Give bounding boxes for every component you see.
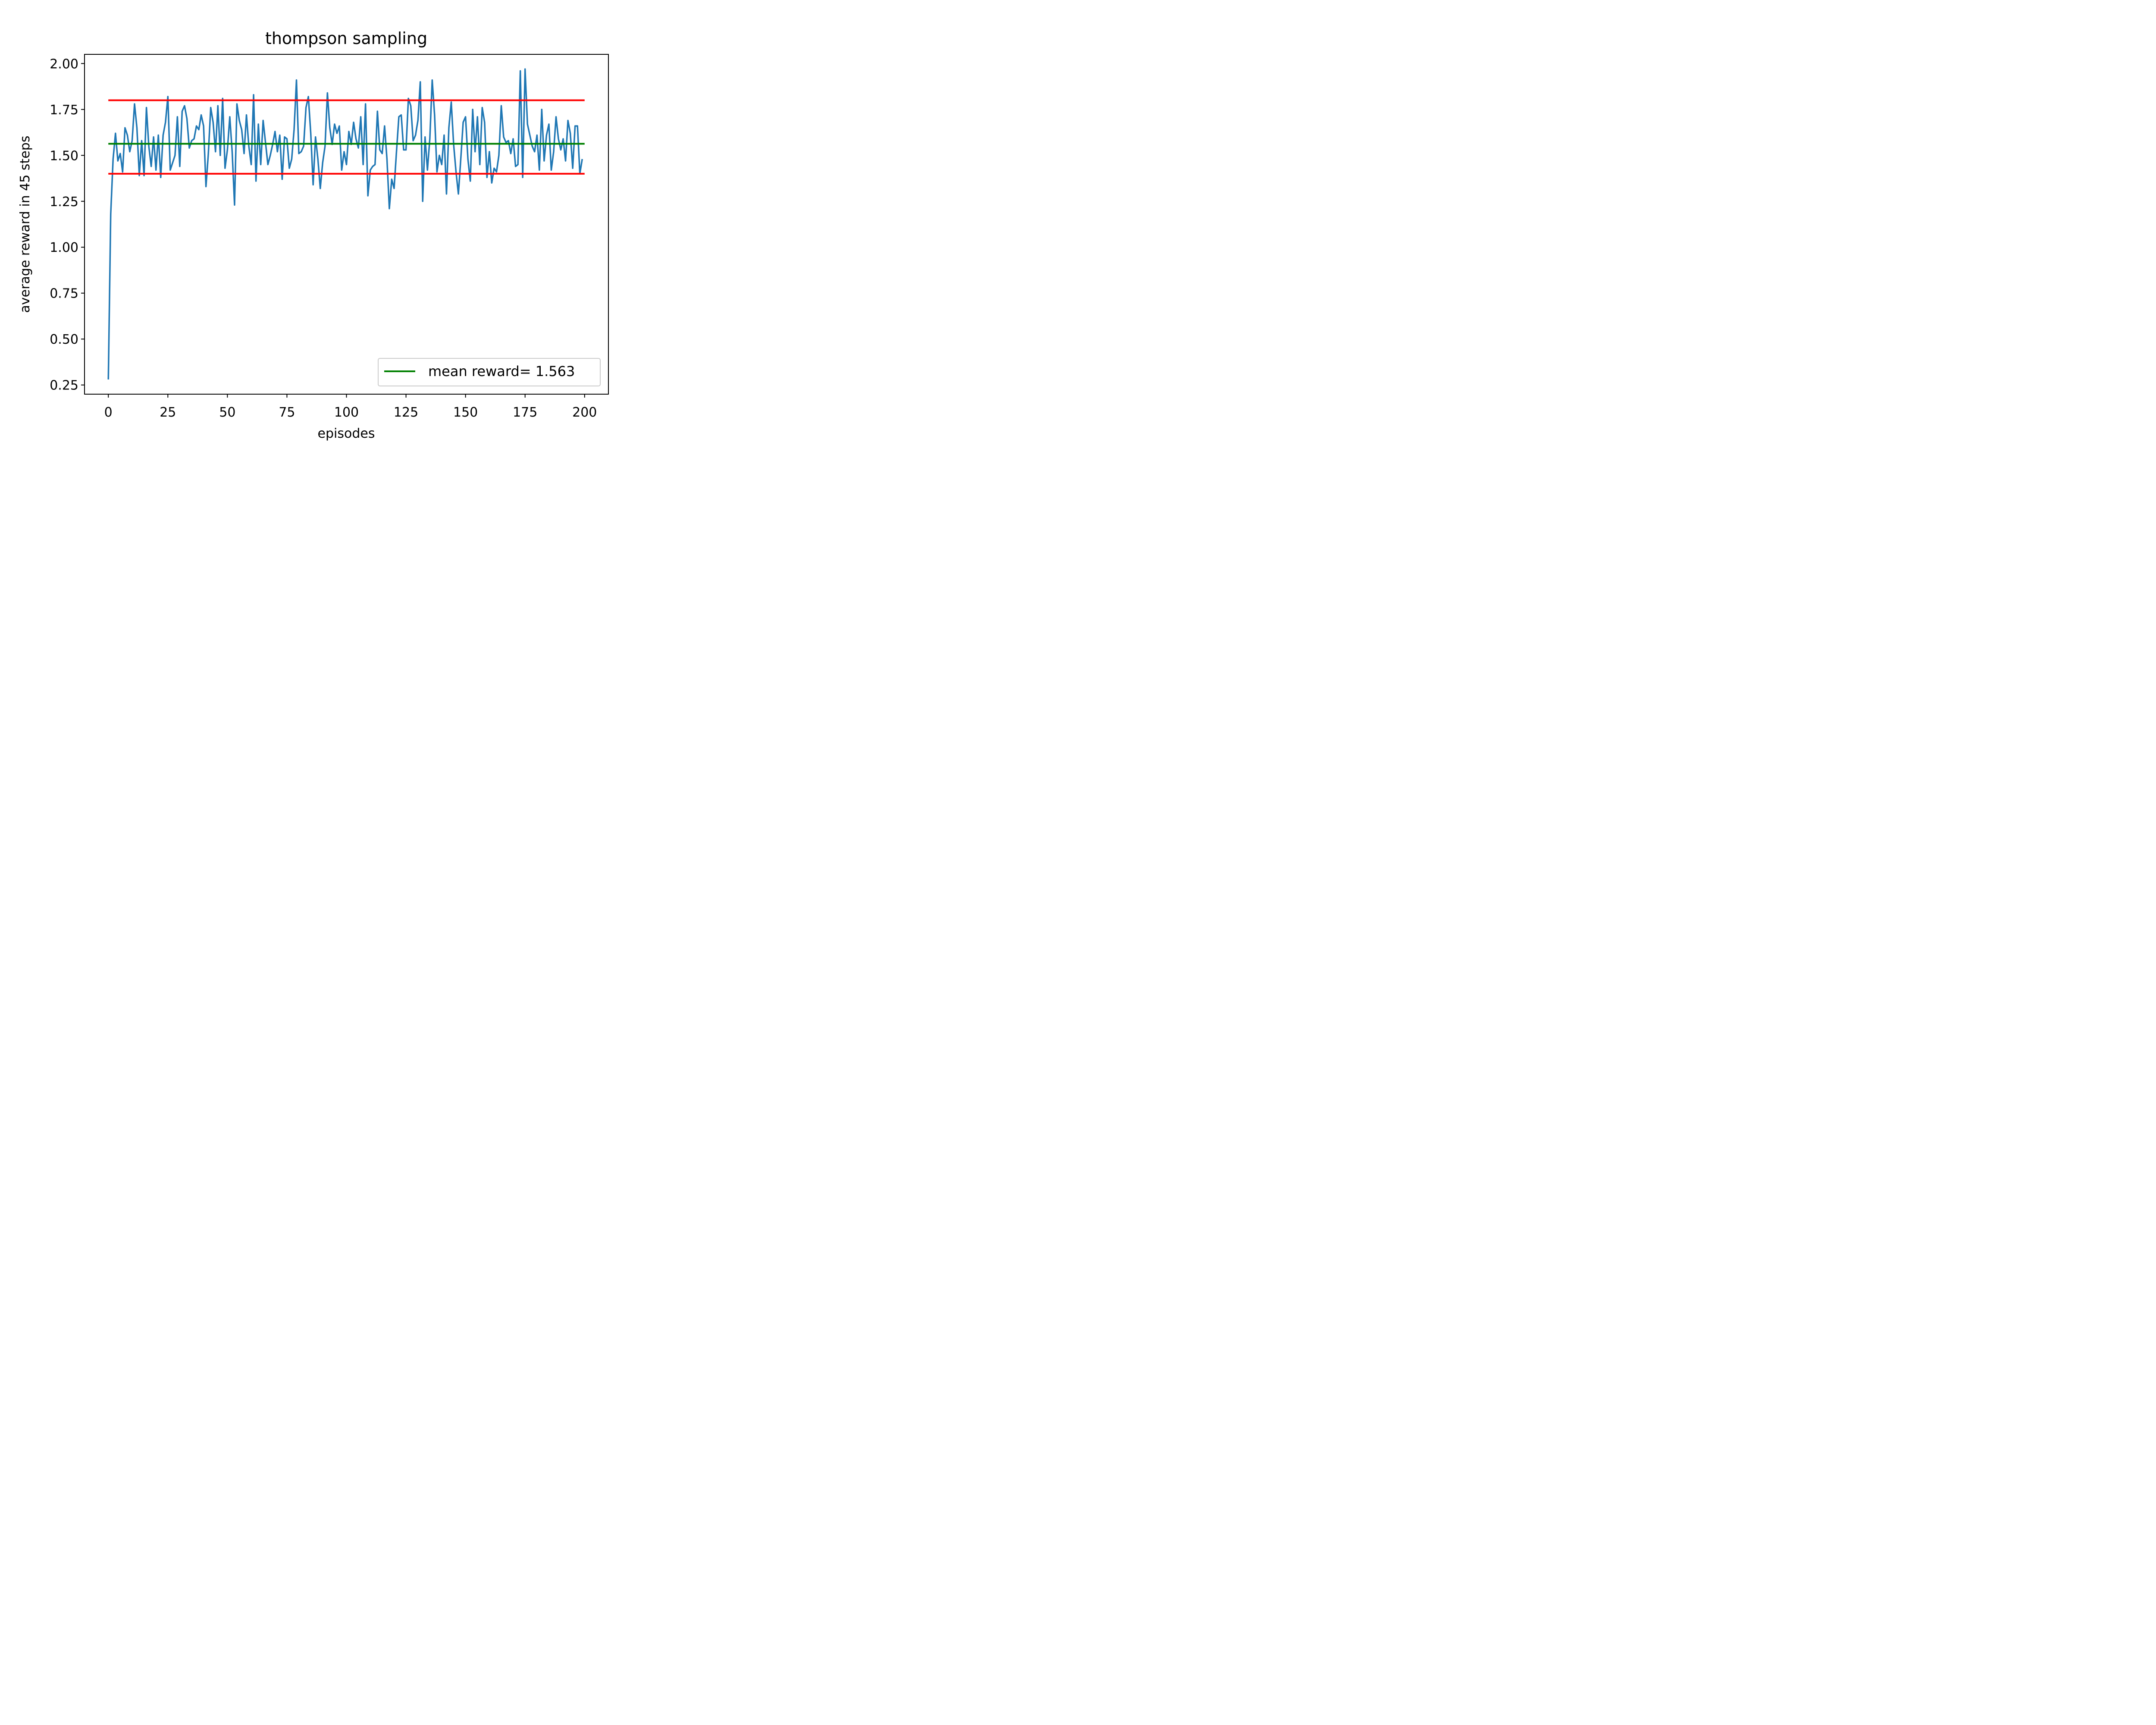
x-tick-label: 175 <box>513 405 537 420</box>
x-tick-label: 200 <box>572 405 597 420</box>
legend-label: mean reward= 1.563 <box>428 363 575 380</box>
line-chart: thompson sampling 0 25 50 75 100 125 150 175 200… <box>0 0 666 453</box>
series-line-0 <box>107 68 583 380</box>
y-axis: 0.25 0.50 0.75 1.00 1.25 1.50 1.75 2.00 <box>50 56 85 393</box>
x-tick-label: 100 <box>334 405 359 420</box>
y-tick-label: 1.25 <box>50 194 78 210</box>
x-axis: 0 25 50 75 100 125 150 175 200 <box>104 394 597 420</box>
x-tick-label: 0 <box>104 405 113 420</box>
plot-area <box>107 68 585 380</box>
chart-title: thompson sampling <box>265 29 427 48</box>
y-tick-label: 0.50 <box>50 332 78 347</box>
y-tick-label: 0.25 <box>50 378 78 393</box>
legend-box <box>378 358 601 386</box>
y-tick-label: 1.50 <box>50 148 78 163</box>
y-tick-label: 1.75 <box>50 103 78 118</box>
y-tick-label: 0.75 <box>50 286 78 301</box>
x-tick-label: 125 <box>394 405 418 420</box>
y-axis-label: average reward in 45 steps <box>18 136 33 313</box>
x-tick-label: 75 <box>279 405 295 420</box>
y-tick-label: 1.00 <box>50 240 78 255</box>
legend: mean reward= 1.563 <box>378 358 601 386</box>
x-axis-label: episodes <box>318 426 375 441</box>
x-tick-label: 50 <box>219 405 235 420</box>
y-tick-label: 2.00 <box>50 56 78 72</box>
x-tick-label: 25 <box>160 405 176 420</box>
x-tick-label: 150 <box>453 405 478 420</box>
